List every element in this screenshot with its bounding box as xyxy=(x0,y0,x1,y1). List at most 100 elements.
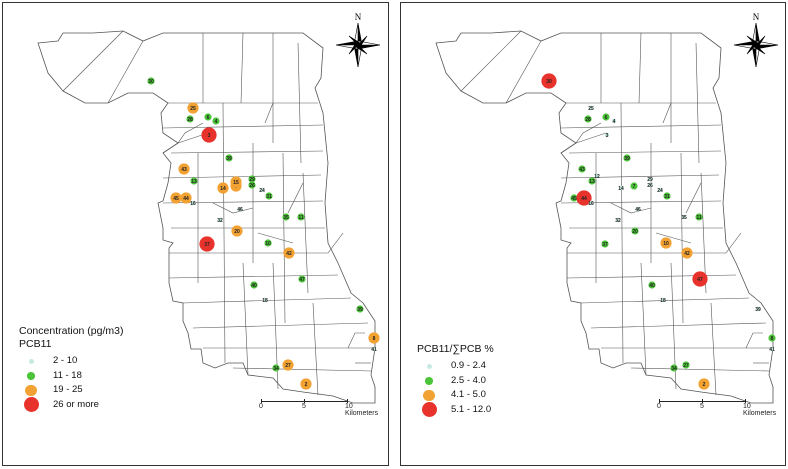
site-marker xyxy=(647,176,653,182)
city-outline xyxy=(435,30,774,404)
site-marker xyxy=(570,194,578,202)
site-label: 27 xyxy=(285,363,291,369)
community-boundary xyxy=(575,132,607,144)
legend-swatch xyxy=(27,371,35,380)
site-label: 18 xyxy=(262,298,268,304)
legend-title: PCB11/∑PCB % xyxy=(417,343,494,355)
community-boundary xyxy=(630,367,770,372)
site-marker xyxy=(682,361,690,369)
site-marker xyxy=(692,271,708,287)
map-panel-ratio: 30 25 28 6 4 3 39 43 12 13 7 29 26 24 14 31 45 44 16 46 32 35… xyxy=(400,2,786,466)
city-map: 3025286433943131471529262431454416463235… xyxy=(37,12,381,404)
site-marker xyxy=(660,237,672,249)
community-boundary xyxy=(560,122,602,154)
site-marker xyxy=(283,247,295,259)
community-boundary xyxy=(240,32,244,104)
site-label: 30 xyxy=(148,79,154,85)
community-boundary xyxy=(680,152,684,324)
site-label: 43 xyxy=(579,167,585,173)
site-marker xyxy=(371,346,377,352)
site-marker xyxy=(225,154,233,162)
site-label: 13 xyxy=(191,179,197,185)
community-boundary xyxy=(745,332,763,349)
site-label: 41 xyxy=(769,347,775,353)
community-boundary xyxy=(257,232,294,244)
site-marker xyxy=(272,364,280,372)
scale-label: 0 xyxy=(259,403,263,410)
site-marker xyxy=(237,206,243,212)
city-outline xyxy=(37,30,376,404)
site-label: 31 xyxy=(266,194,272,200)
community-boundary xyxy=(610,202,652,214)
site-marker xyxy=(611,118,617,124)
site-marker xyxy=(230,176,242,188)
site-marker xyxy=(201,127,217,143)
site-label: 20 xyxy=(234,229,240,235)
site-label: 11 xyxy=(696,215,702,221)
community-boundary xyxy=(347,332,365,349)
legend: PCB11/∑PCB % 0.9 - 2.4 2.5 - 4.0 4.1 - 5… xyxy=(417,343,494,418)
site-marker xyxy=(217,217,223,223)
community-boundary xyxy=(162,122,204,154)
site-marker xyxy=(282,213,290,221)
community-boundary xyxy=(302,172,309,294)
community-boundary xyxy=(620,102,624,364)
scale-label: 10 Kilometers xyxy=(743,403,777,417)
legend-swatch xyxy=(421,402,437,418)
site-label: 44 xyxy=(183,196,189,202)
community-boundary xyxy=(560,124,722,129)
site-label: 26 xyxy=(249,183,255,189)
community-boundary xyxy=(568,150,722,154)
site-marker xyxy=(698,378,710,390)
site-marker xyxy=(648,281,656,289)
legend-swatch xyxy=(425,376,433,385)
site-label: 10 xyxy=(265,241,271,247)
scale-label: 0 xyxy=(657,403,661,410)
site-label: 16 xyxy=(190,201,196,207)
site-label: 4 xyxy=(215,119,218,125)
site-marker xyxy=(604,132,610,138)
community-boundary xyxy=(297,42,302,164)
site-label: 8 xyxy=(373,336,376,342)
site-marker xyxy=(584,115,592,123)
site-label: 39 xyxy=(226,156,232,162)
site-label: 14 xyxy=(618,186,624,192)
site-label: 39 xyxy=(357,307,363,313)
site-marker xyxy=(631,227,639,235)
site-label: 25 xyxy=(588,106,594,112)
community-boundary xyxy=(638,32,642,104)
community-boundary xyxy=(566,274,737,279)
legend-swatch xyxy=(426,363,432,369)
site-marker xyxy=(187,102,199,114)
community-boundary xyxy=(590,322,767,329)
community-boundary xyxy=(212,202,254,214)
site-markers: 3025286433943131471529262431454416463235… xyxy=(147,77,380,390)
scale-bar: 0 5 10 Kilometers xyxy=(259,399,381,417)
site-marker xyxy=(231,225,243,237)
site-label: 6 xyxy=(605,115,608,121)
compass-rose-north-icon: N xyxy=(733,12,779,68)
site-label: 26 xyxy=(647,183,653,189)
site-label: 12 xyxy=(594,174,600,180)
site-marker xyxy=(602,113,610,121)
site-label: 10 xyxy=(663,241,669,247)
legend-title: Concentration (pg/m3) xyxy=(19,325,124,337)
boundary-lines xyxy=(435,30,774,404)
site-label: 20 xyxy=(632,229,638,235)
site-label: 29 xyxy=(647,177,653,183)
site-marker xyxy=(170,192,182,204)
legend: Concentration (pg/m3) PCB11 2 - 10 11 - … xyxy=(19,325,124,413)
site-marker xyxy=(647,182,653,188)
community-boundary xyxy=(62,30,124,92)
community-boundary xyxy=(710,302,717,396)
site-label: 35 xyxy=(283,215,289,221)
site-marker xyxy=(660,297,666,303)
site-marker xyxy=(356,305,364,313)
site-marker xyxy=(204,113,212,121)
site-marker xyxy=(300,378,312,390)
site-marker xyxy=(217,182,229,194)
boundary-lines xyxy=(37,30,376,404)
legend-class-3: 4.1 - 5.0 xyxy=(417,388,494,403)
site-marker xyxy=(199,236,215,252)
